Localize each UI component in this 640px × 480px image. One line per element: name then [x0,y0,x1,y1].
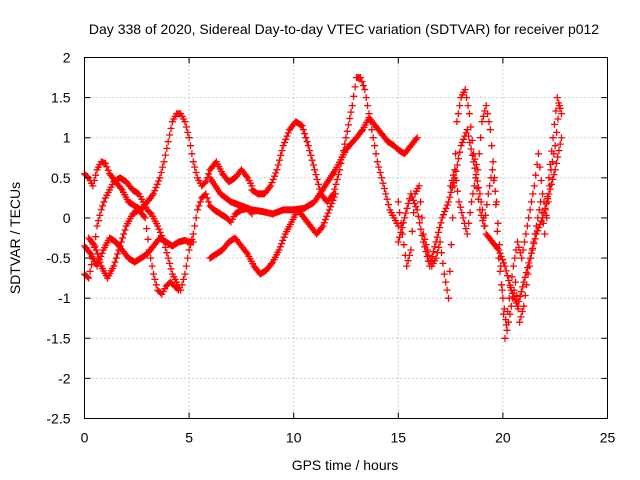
x-axis-label: GPS time / hours [292,457,399,473]
series-track-e [206,190,340,278]
series-track-i [394,126,565,310]
chart-title: Day 338 of 2020, Sidereal Day-to-day VTE… [89,21,599,37]
series-track-g [206,114,421,218]
plus-markers [447,102,563,342]
y-axis-label: SDTVAR / TECUs [7,182,23,294]
grid-lines [84,57,608,419]
plus-markers [206,190,340,278]
y-tick-label: 2 [63,50,71,66]
x-tick-label: 15 [391,430,407,446]
plus-markers [248,74,402,230]
y-tick-label: -2 [58,370,71,386]
series-track-f [248,74,402,230]
plus-markers [206,114,421,218]
plus-markers [85,206,183,298]
x-tick-label: 0 [81,430,89,446]
x-tick-label: 25 [600,430,616,446]
y-tick-label: 1.5 [51,90,71,106]
y-tick-label: 0 [63,210,71,226]
y-tick-label: 0.5 [51,170,71,186]
y-tick-label: 1 [63,130,71,146]
y-tick-label: -1.5 [46,330,70,346]
y-tick-label: -2.5 [46,411,70,427]
plus-markers [81,234,197,270]
y-tick-label: -1 [58,290,71,306]
plus-markers [394,126,565,310]
y-tick-labels: -2.5 -2 -1.5 -1 -0.5 0 0.5 1 1.5 2 [46,50,70,427]
x-tick-label: 5 [185,430,193,446]
data-points [81,74,565,342]
x-tick-label: 10 [286,430,302,446]
series-track-d [85,206,183,298]
x-tick-labels: 0 5 10 15 20 25 [81,430,616,446]
y-tick-label: -0.5 [46,250,70,266]
tick-marks [84,57,608,419]
plot-frame [84,57,608,419]
plus-markers [394,86,565,334]
x-tick-label: 20 [495,430,511,446]
series-track-j [447,102,563,342]
series-track-h [394,86,565,334]
series-track-c [81,234,197,270]
